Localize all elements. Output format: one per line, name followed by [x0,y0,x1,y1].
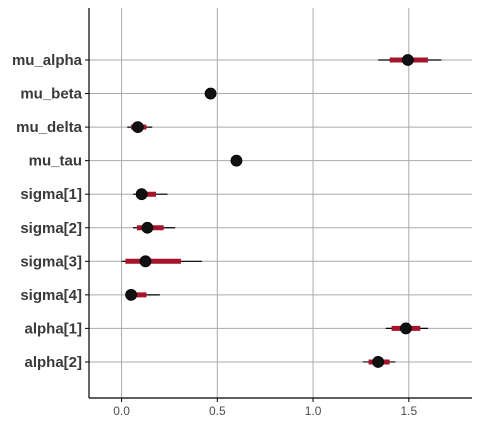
x-tick-label-1: 0.5 [209,404,226,418]
y-tick-label-5: sigma[2] [20,220,82,237]
median-point-2 [131,121,144,133]
y-tick-label-0: mu_alpha [12,52,83,69]
y-tick-label-2: mu_delta [16,119,83,136]
y-tick-label-9: alpha[2] [24,354,82,371]
x-tick-label-0: 0.0 [113,404,130,418]
median-point-3 [230,154,243,167]
x-tick-label-3: 1.5 [400,404,417,418]
median-point-0 [401,54,414,66]
y-tick-label-8: alpha[1] [24,320,82,337]
y-tick-label-4: sigma[1] [20,186,82,203]
y-tick-label-7: sigma[4] [20,287,82,304]
y-tick-label-3: mu_tau [29,153,82,170]
x-tick-label-2: 1.0 [305,404,322,418]
y-tick-label-6: sigma[3] [20,253,82,270]
labels: mu_alpha mu_beta mu_delta mu_tau sigma[1] sig… [12,52,418,418]
median-point-9 [372,356,385,368]
median-point-1 [204,87,217,100]
grid-lines [89,8,472,398]
axes [85,8,472,402]
median-point-7 [125,288,138,301]
median-point-4 [135,188,148,201]
median-point-6 [139,255,152,268]
median-point-5 [141,221,154,234]
interval-marks [121,54,442,368]
median-point-8 [400,322,412,335]
y-tick-label-1: mu_beta [20,86,82,103]
